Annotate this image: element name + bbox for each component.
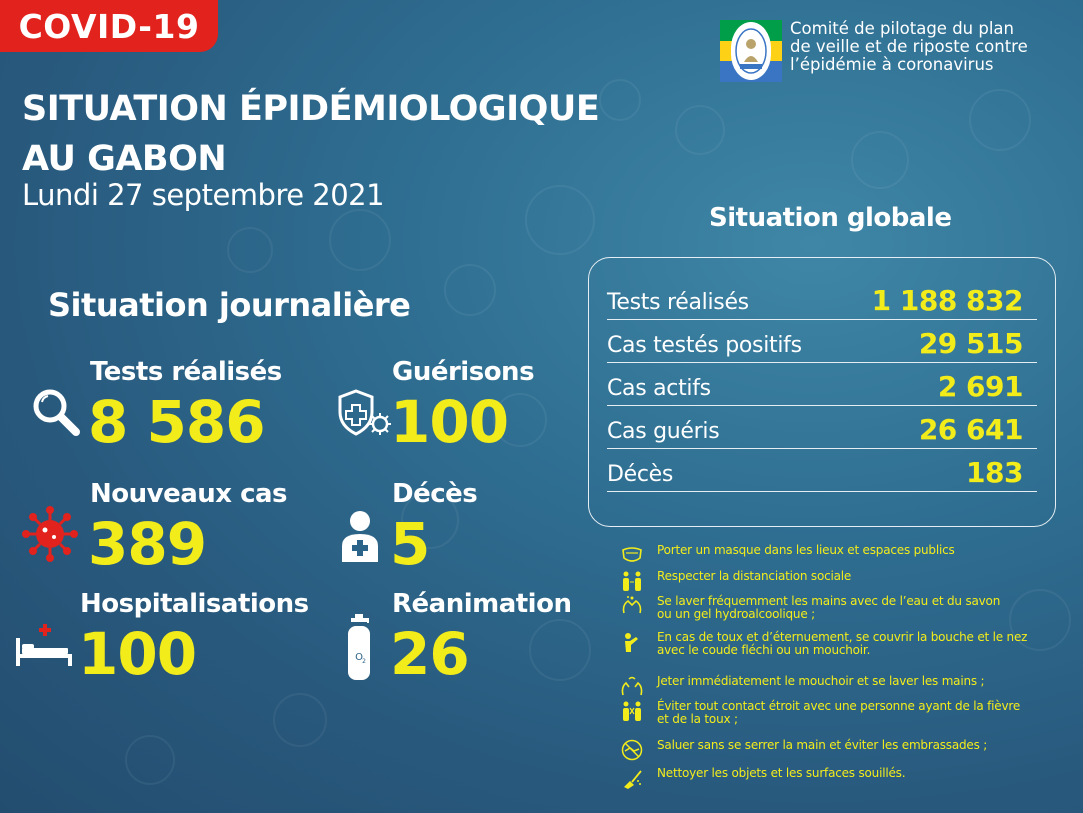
global-value-active: 2 691 [937,370,1024,403]
shield-virus-icon [338,389,391,436]
committee-line-3: l’épidémie à coronavirus [790,55,994,74]
committee-line-1: Comité de pilotage du plan [790,19,1014,38]
global-value-tests: 1 188 832 [871,284,1024,317]
handwash-icon [622,596,642,614]
measure-text-line: Se laver fréquemment les mains avec de l… [657,594,1001,608]
hospital-bed-icon [16,624,72,666]
stat-label-tests: Tests réalisés [90,357,282,387]
committee-block: Comité de pilotage du plan de veille et … [720,20,1028,82]
global-value-deaths: 183 [966,456,1023,489]
measure-text-line: En cas de toux et d’éternuement, se couv… [657,630,1028,644]
measure-text-line: avec le coude fléchi ou un mouchoir. [657,643,871,657]
title-line-2: AU GABON [22,139,227,179]
stat-label-icu: Réanimation [392,589,572,619]
stat-label-new-cases: Nouveaux cas [90,479,288,509]
global-label-tests: Tests réalisés [607,290,749,315]
avoid-contact-icon [623,701,641,721]
oxygen-tank-icon: O 2 [348,614,370,680]
distancing-icon [623,571,641,591]
covid-badge: COVID-19 [0,0,218,52]
person-cross-icon [342,511,378,562]
report-date: Lundi 27 septembre 2021 [22,178,385,212]
measure-text-line: Saluer sans se serrer la main et éviter … [657,738,988,752]
global-row-active: Cas actifs 2 691 [607,363,1037,406]
global-row-recovered: Cas guéris 26 641 [607,406,1037,449]
stat-value-new-cases: 389 [88,510,207,578]
committee-name: Comité de pilotage du plan de veille et … [790,20,1028,74]
measure-text-line: Respecter la distanciation sociale [657,569,852,583]
gabon-flag-seal [720,20,782,82]
stat-value-icu: 26 [390,620,470,688]
global-value-positive: 29 515 [918,327,1024,360]
global-label-active: Cas actifs [607,376,711,401]
global-label-recovered: Cas guéris [607,419,720,444]
stat-value-hospitalisations: 100 [78,620,197,688]
stat-value-deaths: 5 [390,510,430,578]
daily-heading: Situation journalière [48,286,411,324]
global-row-positive: Cas testés positifs 29 515 [607,320,1037,363]
stat-label-deaths: Décès [392,479,478,509]
title-line-1: SITUATION ÉPIDÉMIOLOGIQUE [22,89,600,129]
measure-text-line: Porter un masque dans les lieux et espac… [657,543,955,557]
badge-label: COVID-19 [18,6,200,46]
stat-value-recoveries: 100 [390,388,509,456]
svg-text:O: O [355,652,363,663]
committee-line-2: de veille et de riposte contre [790,37,1028,56]
mask-icon [622,547,642,562]
global-heading: Situation globale [709,203,952,233]
svg-text:2: 2 [362,658,366,665]
measure-text-line: ou un gel hydroalcoolique ; [657,607,815,621]
stat-label-hospitalisations: Hospitalisations [80,589,309,619]
magnifier-icon [33,389,80,436]
measure-text-line: et de la toux ; [657,712,738,726]
virus-icon [22,506,78,562]
tissue-hands-icon [621,676,643,696]
global-row-deaths: Décès 183 [607,449,1037,492]
global-label-deaths: Décès [607,462,674,487]
stat-label-recoveries: Guérisons [392,357,535,387]
cleaning-icon [624,770,642,789]
global-value-recovered: 26 641 [918,413,1024,446]
measure-text-line: Nettoyer les objets et les surfaces soui… [657,766,906,780]
global-stats-table: Tests réalisés 1 188 832 Cas testés posi… [588,257,1056,527]
page-title: SITUATION ÉPIDÉMIOLOGIQUE AU GABON [22,84,600,184]
seal-icon [731,22,771,80]
stat-value-tests: 8 586 [88,388,266,456]
cough-elbow-icon [625,633,638,652]
measure-text-line: Jeter immédiatement le mouchoir et se la… [657,674,985,688]
measure-text-line: Éviter tout contact étroit avec une pers… [657,699,1021,713]
global-row-tests: Tests réalisés 1 188 832 [607,277,1037,320]
no-handshake-icon [621,739,643,761]
global-label-positive: Cas testés positifs [607,333,802,358]
